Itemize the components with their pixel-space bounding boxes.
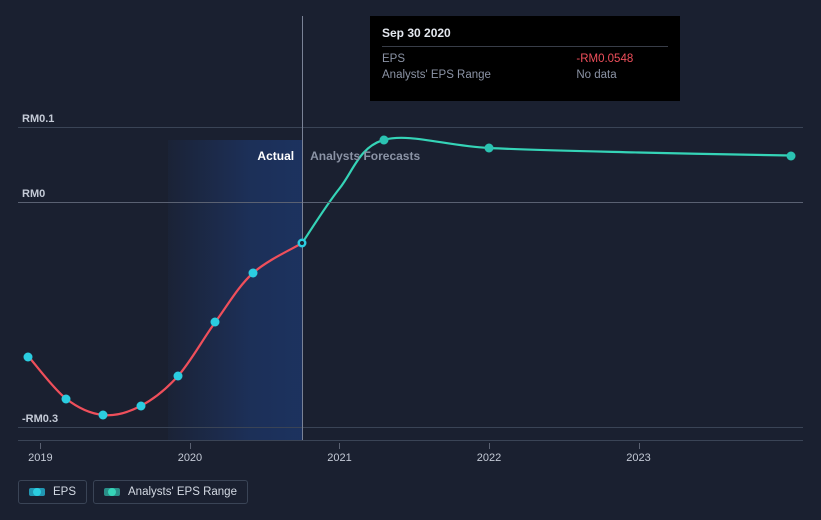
actual-marker[interactable] [61,394,70,403]
forecast-marker[interactable] [380,135,389,144]
x-axis-label: 2020 [178,452,202,464]
x-axis-line [18,440,803,441]
actual-marker[interactable] [211,318,220,327]
actual-label: Actual [257,149,294,163]
legend-label: Analysts' EPS Range [128,486,237,498]
tooltip-key: EPS [382,51,526,67]
actual-line [28,243,302,415]
y-gridline [18,202,803,203]
tooltip-key: Analysts' EPS Range [382,67,526,83]
x-tick [339,443,340,449]
actual-marker[interactable] [136,402,145,411]
actual-marker[interactable] [99,411,108,420]
tooltip-table: EPS-RM0.0548Analysts' EPS RangeNo data [382,51,668,83]
x-axis-label: 2021 [327,452,351,464]
chart-legend: EPS Analysts' EPS Range [18,480,248,504]
x-tick [489,443,490,449]
tooltip-value: -RM0.0548 [526,51,668,67]
tooltip-date: Sep 30 2020 [382,26,668,40]
y-gridline [18,427,803,428]
y-axis-label: RM0.1 [22,113,54,125]
x-axis-label: 2023 [626,452,650,464]
actual-marker[interactable] [173,372,182,381]
x-tick [639,443,640,449]
x-axis-label: 2019 [28,452,52,464]
tooltip-value: No data [526,67,668,83]
forecast-marker[interactable] [787,151,796,160]
legend-dot-icon [33,488,41,496]
tooltip-row: Analysts' EPS RangeNo data [382,67,668,83]
legend-swatch [104,488,120,496]
forecast-marker[interactable] [485,144,494,153]
tooltip-divider [382,46,668,47]
x-tick [190,443,191,449]
hover-marker [298,239,306,247]
y-gridline [18,127,803,128]
legend-label: EPS [53,486,76,498]
actual-marker[interactable] [248,269,257,278]
forecast-label: Analysts Forecasts [310,149,420,163]
legend-eps[interactable]: EPS [18,480,87,504]
tooltip-row: EPS-RM0.0548 [382,51,668,67]
actual-marker[interactable] [24,352,33,361]
y-axis-label: -RM0.3 [22,413,58,425]
x-tick [40,443,41,449]
x-axis-label: 2022 [477,452,501,464]
hover-tooltip: Sep 30 2020 EPS-RM0.0548Analysts' EPS Ra… [370,16,680,101]
eps-chart: RM0.1 RM0 -RM0.3 2019 2020 2021 2022 2023 Actual… [0,0,821,520]
legend-swatch [29,488,45,496]
actual-forecast-divider [302,16,303,440]
legend-dot-icon [108,488,116,496]
y-axis-label: RM0 [22,188,45,200]
legend-eps-range[interactable]: Analysts' EPS Range [93,480,248,504]
